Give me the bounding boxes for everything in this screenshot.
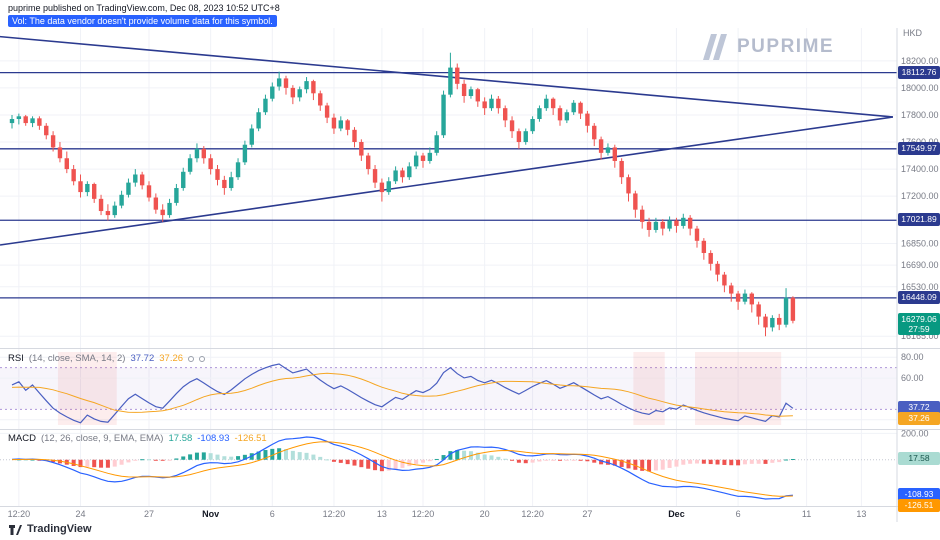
macd-hist-value: 17.58	[168, 433, 193, 444]
candles	[9, 52, 796, 337]
tradingview-logo-icon	[9, 525, 22, 535]
currency-label[interactable]: HKD	[903, 28, 923, 38]
svg-text:17400.00: 17400.00	[901, 164, 939, 174]
rsi-value: 37.72	[130, 353, 155, 364]
svg-text:18200.00: 18200.00	[901, 56, 939, 66]
macd-title: MACD	[8, 433, 36, 444]
tradingview-logo-text: TradingView	[27, 523, 92, 535]
svg-text:27: 27	[144, 509, 154, 519]
svg-text:20: 20	[480, 509, 490, 519]
svg-text:13: 13	[856, 509, 866, 519]
axis-badge: 37.72	[898, 401, 940, 414]
rsi-eye-icon[interactable]	[188, 355, 195, 362]
rsi-legend[interactable]: RSI (14, close, SMA, 14, 2) 37.72 37.26	[8, 353, 206, 364]
axis-badge: 17.58	[898, 452, 940, 465]
svg-text:12:20: 12:20	[8, 509, 31, 519]
axis-badge: 17021.89	[898, 213, 940, 226]
svg-text:12:20: 12:20	[412, 509, 435, 519]
puprime-watermark: PUPRIME	[698, 34, 834, 60]
svg-text:16690.00: 16690.00	[901, 260, 939, 270]
svg-text:17800.00: 17800.00	[901, 110, 939, 120]
volume-notice: Vol: The data vendor doesn't provide vol…	[8, 15, 277, 27]
svg-text:18000.00: 18000.00	[901, 83, 939, 93]
svg-text:13: 13	[377, 509, 387, 519]
macd-signal-value: -126.51	[234, 433, 267, 444]
svg-text:60.00: 60.00	[901, 373, 924, 383]
macd-legend[interactable]: MACD (12, 26, close, 9, EMA, EMA) 17.58 …	[8, 433, 267, 444]
axis-badge: -108.93	[898, 488, 940, 501]
axis-badge: -126.51	[898, 499, 940, 512]
svg-text:11: 11	[802, 509, 811, 519]
svg-text:17200.00: 17200.00	[901, 191, 939, 201]
rsi-sma-value: 37.26	[159, 353, 184, 364]
axis-badge: 17549.97	[898, 142, 940, 155]
svg-text:16850.00: 16850.00	[901, 239, 939, 249]
time-axis[interactable]	[0, 507, 897, 522]
svg-text:80.00: 80.00	[901, 352, 924, 362]
publish-attribution: puprime published on TradingView.com, De…	[8, 3, 280, 13]
svg-text:24: 24	[75, 509, 85, 519]
rsi-title: RSI	[8, 353, 24, 364]
svg-text:6: 6	[270, 509, 275, 519]
puprime-logo-icon	[703, 34, 727, 60]
puprime-watermark-text: PUPRIME	[737, 36, 835, 57]
axis-badge: 18112.76	[898, 66, 940, 79]
svg-text:Dec: Dec	[668, 509, 685, 519]
price-axis[interactable]	[897, 28, 940, 507]
axis-badge: 16448.09	[898, 291, 940, 304]
axis-badge: 37.26	[898, 412, 940, 425]
svg-text:Nov: Nov	[202, 509, 219, 519]
svg-text:200.00: 200.00	[901, 428, 929, 438]
svg-text:16530.00: 16530.00	[901, 282, 939, 292]
svg-text:16165.00: 16165.00	[901, 331, 939, 341]
svg-text:12:20: 12:20	[323, 509, 346, 519]
tradingview-logo[interactable]: TradingView	[8, 522, 92, 536]
svg-text:6: 6	[736, 509, 741, 519]
macd-params: (12, 26, close, 9, EMA, EMA)	[40, 433, 164, 444]
svg-text:27: 27	[582, 509, 592, 519]
macd-value: -108.93	[197, 433, 230, 444]
svg-text:12:20: 12:20	[521, 509, 544, 519]
rsi-params: (14, close, SMA, 14, 2)	[28, 353, 126, 364]
last-price-badge: 16279.06 27:59	[898, 313, 940, 335]
rsi-menu-icon[interactable]	[199, 355, 206, 362]
